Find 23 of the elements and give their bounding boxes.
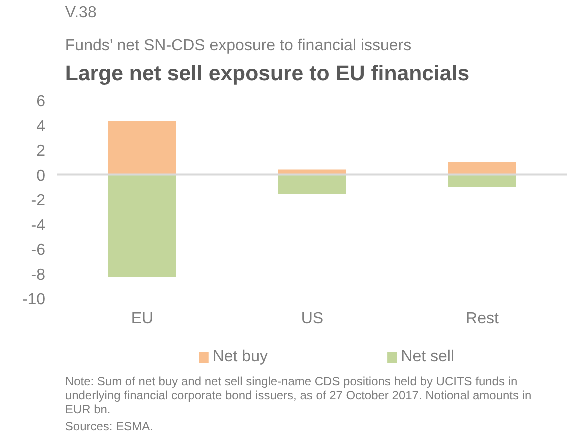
- y-tick-label: 4: [36, 118, 46, 136]
- y-tick-label: 0: [36, 168, 46, 185]
- text: V.38: [65, 4, 97, 22]
- chart-subtitle: Funds’ net SN-CDS exposure to financial issuers: [65, 38, 412, 54]
- y-tick-label: -6: [31, 242, 46, 259]
- y-tick-label: -2: [31, 192, 46, 210]
- bar: [448, 162, 516, 175]
- text: Note: Sum of net buy and net sell single-name CDS positions held by UCITS funds in underlying financial corporate bond issuers, as of 27 October 2017. Notional amounts in EUR bn.: [65, 374, 532, 416]
- source-note: Sources: ESMA.: [65, 420, 154, 434]
- y-tick-label: -4: [31, 217, 46, 234]
- x-tick-label: EU: [131, 310, 154, 328]
- bar: [278, 174, 346, 195]
- y-tick-label: 6: [36, 94, 46, 110]
- legend-label: Net sell: [401, 348, 455, 366]
- y-tick-label: 2: [36, 143, 46, 160]
- bar: [108, 174, 176, 278]
- bar: [108, 122, 176, 175]
- chart-title: Large net sell exposure to EU financials: [65, 62, 470, 86]
- x-tick-label: Rest: [466, 310, 500, 328]
- y-tick-label: -10: [22, 292, 46, 308]
- y-tick-label: -8: [31, 266, 46, 284]
- legend-label: Net buy: [212, 348, 268, 366]
- x-tick-label: US: [301, 310, 324, 328]
